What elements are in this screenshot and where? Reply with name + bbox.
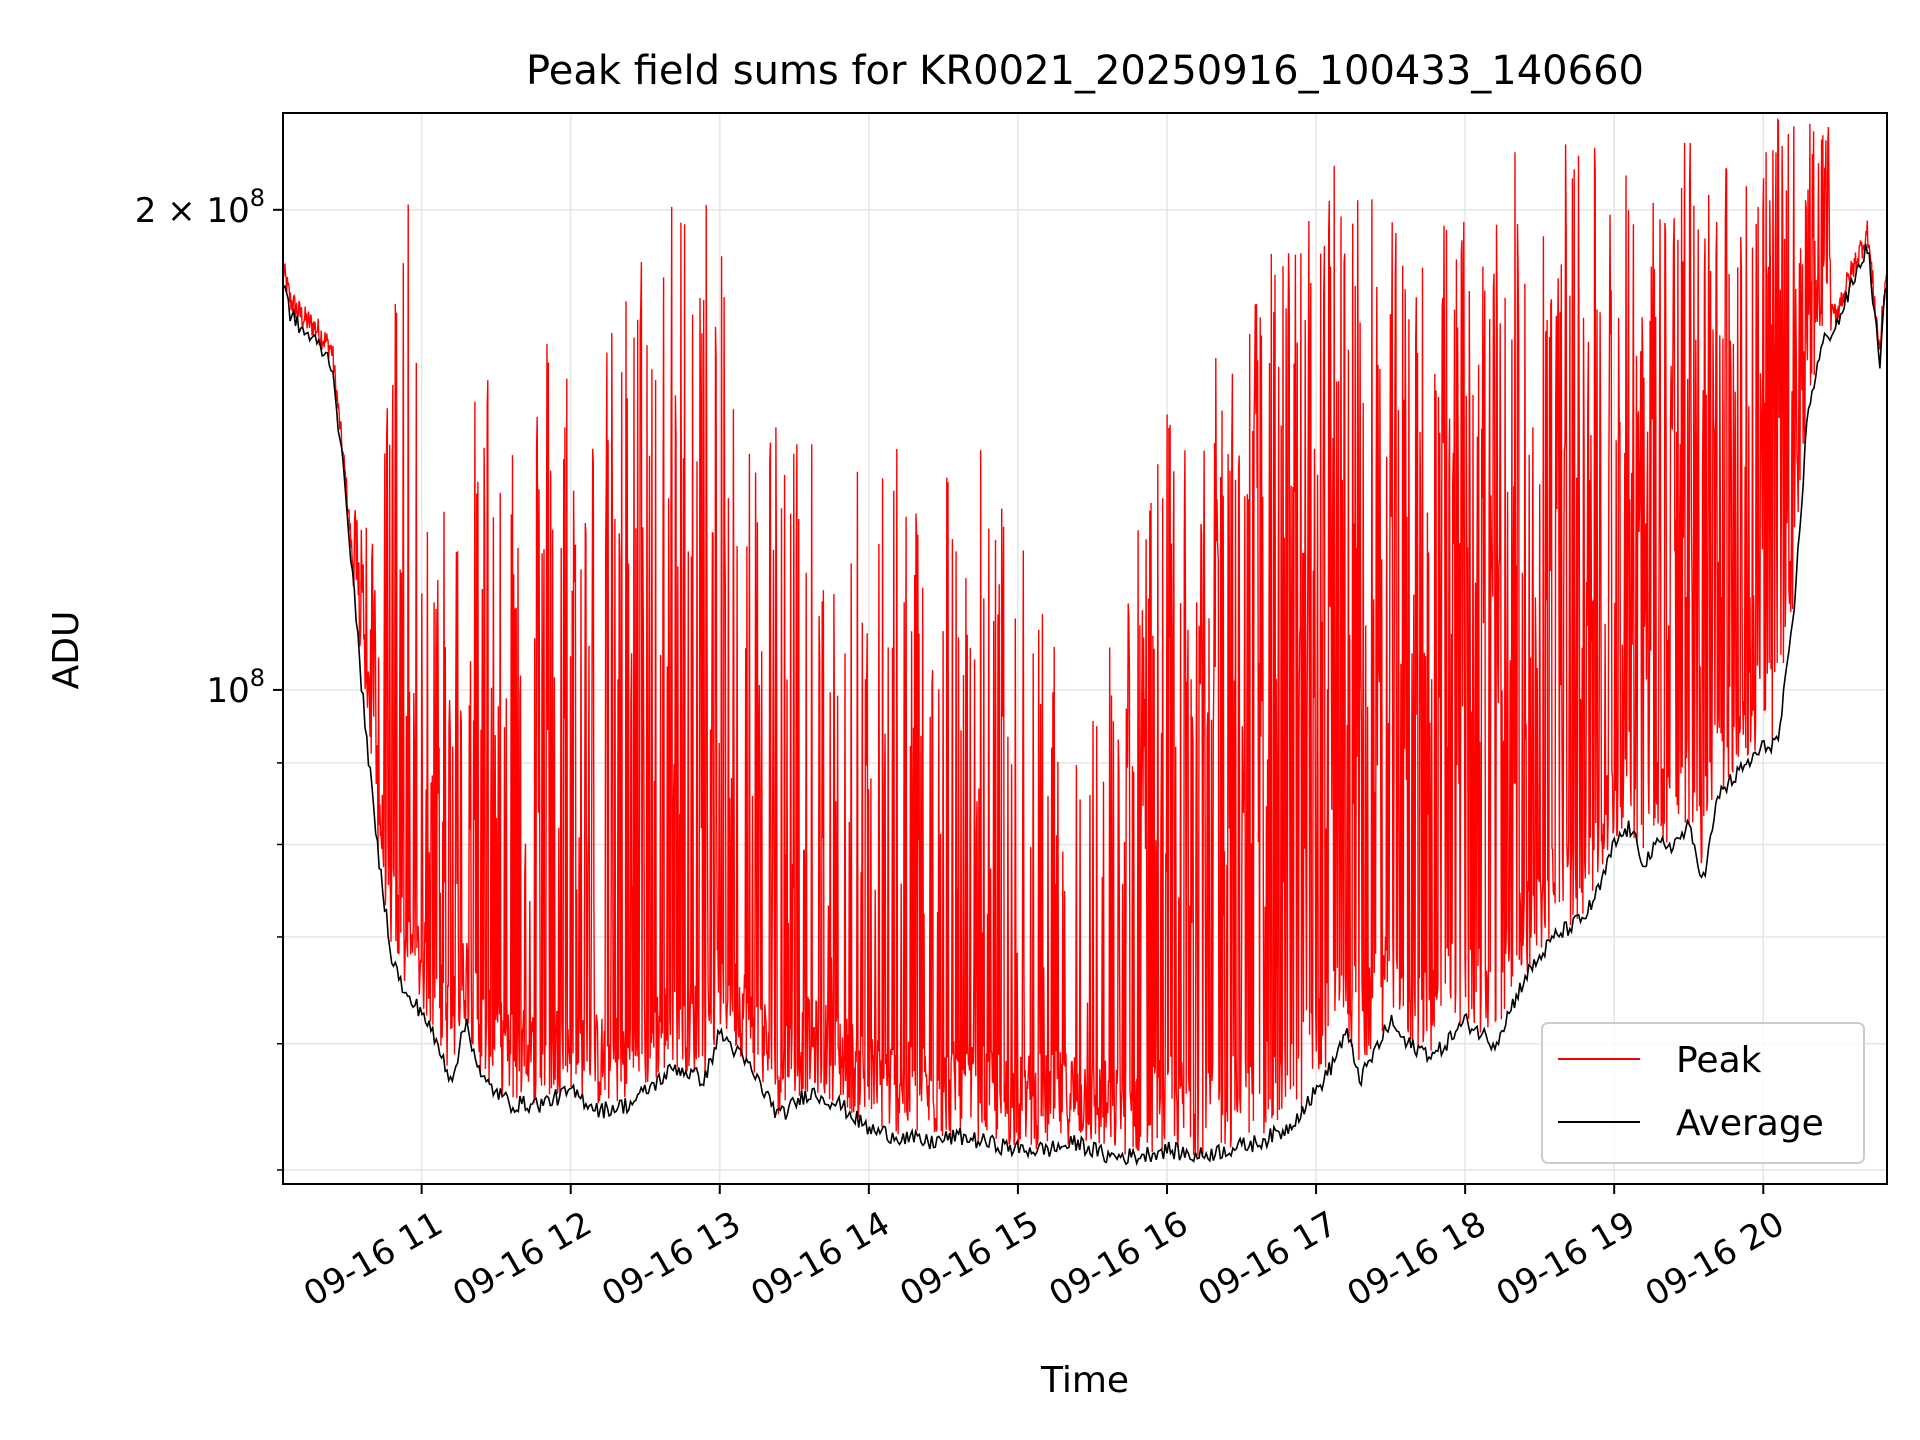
y-tick-label: 108: [206, 664, 265, 711]
legend: Peak Average: [1541, 1022, 1865, 1164]
x-axis-label: Time: [1040, 1360, 1129, 1401]
series-layer: [283, 117, 1887, 1167]
series-line-average: [283, 243, 1887, 1167]
y-axis-label: ADU: [46, 611, 87, 690]
y-axis: 108 2 × 108: [135, 184, 283, 1171]
plot-area-frame: [282, 112, 1888, 1185]
series-line-peak: [283, 117, 1887, 1156]
legend-label-average: Average: [1676, 1103, 1824, 1144]
y-tick-label: 2 × 108: [135, 184, 265, 231]
legend-label-peak: Peak: [1676, 1040, 1762, 1081]
chart-title: Peak field sums for KR0021_20250916_1004…: [526, 48, 1644, 94]
